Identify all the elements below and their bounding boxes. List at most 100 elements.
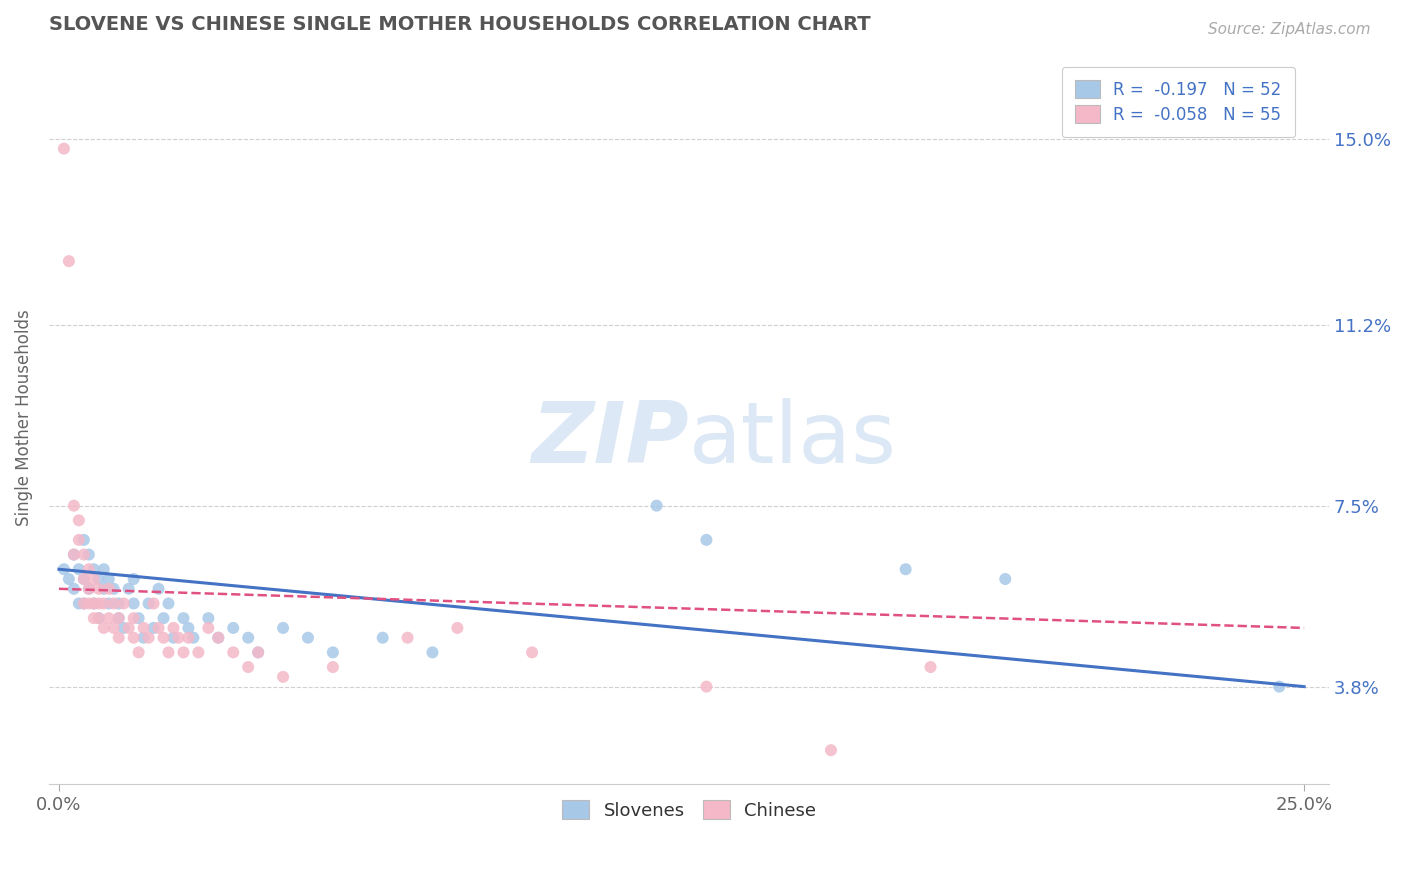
Point (183, 631, 205, 645)
Point (77, 582, 100, 596)
Text: SLOVENE VS CHINESE SINGLE MOTHER HOUSEHOLDS CORRELATION CHART: SLOVENE VS CHINESE SINGLE MOTHER HOUSEHO… (49, 15, 870, 34)
Point (77, 548, 100, 562)
Point (97, 572, 120, 586)
Point (107, 631, 129, 645)
Point (197, 621, 219, 635)
Point (103, 621, 125, 635)
Point (820, 743, 842, 757)
Point (1268, 680, 1291, 694)
Legend: Slovenes, Chinese: Slovenes, Chinese (554, 792, 824, 827)
Point (222, 621, 245, 635)
Point (77, 582, 100, 596)
Point (107, 611, 129, 625)
Point (103, 597, 125, 611)
Point (322, 645, 344, 659)
Point (187, 645, 209, 659)
Point (93, 621, 115, 635)
Point (207, 631, 229, 645)
Text: ZIP: ZIP (531, 398, 689, 481)
Point (77, 562, 100, 576)
Point (138, 597, 160, 611)
Point (87, 572, 110, 586)
Point (73, 548, 96, 562)
Point (197, 611, 219, 625)
Point (695, 533, 717, 547)
Point (73, 597, 96, 611)
Point (118, 582, 141, 596)
Point (107, 597, 129, 611)
Point (67, 513, 90, 527)
Point (73, 597, 96, 611)
Point (152, 631, 174, 645)
Point (73, 572, 96, 586)
Point (172, 611, 194, 625)
Point (157, 645, 180, 659)
Point (422, 645, 444, 659)
Point (73, 572, 96, 586)
Point (247, 645, 270, 659)
Point (132, 621, 155, 635)
Point (157, 597, 180, 611)
Point (83, 562, 105, 576)
Point (77, 597, 100, 611)
Point (920, 660, 942, 674)
Point (112, 621, 135, 635)
Point (148, 582, 170, 596)
Point (238, 631, 260, 645)
Point (247, 645, 270, 659)
Point (177, 621, 200, 635)
Point (93, 597, 115, 611)
Point (446, 621, 468, 635)
Point (87, 597, 110, 611)
Point (58, 572, 80, 586)
Point (162, 631, 184, 645)
Point (122, 611, 145, 625)
Point (148, 621, 170, 635)
Point (645, 499, 668, 513)
Point (83, 611, 105, 625)
Point (97, 582, 120, 596)
Point (994, 572, 1017, 586)
Point (167, 631, 190, 645)
Point (73, 533, 96, 547)
Point (142, 621, 165, 635)
Point (63, 582, 86, 596)
Point (103, 582, 125, 596)
Point (322, 660, 344, 674)
Point (97, 611, 120, 625)
Text: Source: ZipAtlas.com: Source: ZipAtlas.com (1208, 22, 1371, 37)
Point (52, 562, 75, 576)
Point (271, 621, 294, 635)
Point (87, 611, 110, 625)
Point (122, 631, 145, 645)
Point (93, 582, 115, 596)
Point (128, 645, 150, 659)
Point (222, 645, 245, 659)
Point (93, 562, 115, 576)
Point (297, 631, 319, 645)
Text: atlas: atlas (689, 398, 897, 481)
Point (122, 597, 145, 611)
Point (63, 499, 86, 513)
Point (52, 142, 75, 156)
Point (118, 621, 141, 635)
Point (177, 631, 200, 645)
Point (520, 645, 543, 659)
Point (58, 254, 80, 268)
Point (87, 582, 110, 596)
Point (67, 533, 90, 547)
Point (207, 631, 229, 645)
Point (371, 631, 394, 645)
Point (83, 572, 105, 586)
Point (162, 621, 184, 635)
Point (172, 645, 194, 659)
Point (107, 611, 129, 625)
Point (97, 597, 120, 611)
Point (67, 562, 90, 576)
Point (63, 548, 86, 562)
Point (67, 597, 90, 611)
Point (83, 597, 105, 611)
Point (87, 611, 110, 625)
Point (894, 562, 917, 576)
Point (128, 611, 150, 625)
